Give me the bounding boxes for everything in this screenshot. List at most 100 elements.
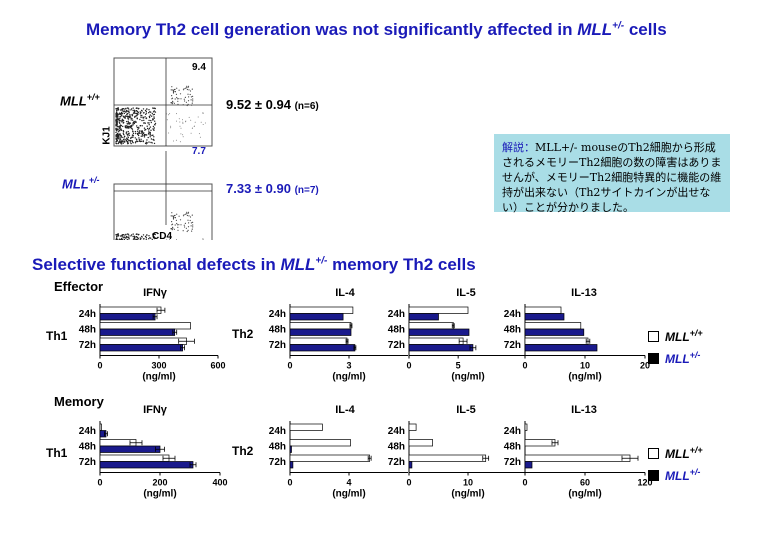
effector-label: Effector (54, 279, 104, 294)
category-label: 72h (79, 340, 96, 351)
bar-het (408, 313, 439, 321)
tick-label: 60 (580, 478, 590, 488)
tick-label: 20 (640, 361, 650, 371)
flow-dots-wt (115, 85, 206, 145)
bar-het (524, 344, 598, 352)
bar-het (289, 445, 292, 453)
bar-wt (408, 306, 469, 314)
category-label: 24h (79, 426, 96, 437)
tick-label: 0 (522, 478, 527, 488)
tick-label: 0 (97, 478, 102, 488)
legend-memory-wt: MLL+/+ (648, 445, 703, 461)
legend-het-swatch (648, 352, 659, 364)
bar-wt (408, 322, 454, 330)
bar-wt (99, 337, 187, 345)
flow-cytometry-plots (113, 57, 213, 240)
tick-label: 5 (456, 361, 461, 371)
bar-het (524, 461, 533, 469)
bar-wt (524, 337, 589, 345)
genotype-wt-label: MLL+/+ (60, 92, 100, 109)
tick-label: 120 (637, 478, 652, 488)
x-axis-label: (ng/ml) (332, 489, 365, 500)
flow-wt-percent: 9.4 (192, 62, 206, 73)
tick-label: 3 (346, 361, 351, 371)
tick-label: 0 (406, 478, 411, 488)
x-axis-label: (ng/ml) (142, 372, 175, 383)
tick-label: 600 (210, 361, 225, 371)
bar-het (99, 344, 183, 352)
memory-label: Memory (54, 394, 104, 409)
tick-label: 4 (346, 478, 351, 488)
category-label: 72h (79, 457, 96, 468)
category-label: 48h (504, 325, 521, 336)
category-label: 72h (388, 340, 405, 351)
genotype-het-label: MLL+/- (62, 175, 100, 192)
flow-plot-het (113, 183, 213, 240)
tick-label: 10 (580, 361, 590, 371)
x-axis-label: (ng/ml) (451, 372, 484, 383)
bar-het (524, 328, 585, 336)
bar-het (289, 328, 352, 336)
memory-th1-label: Th1 (46, 446, 68, 460)
x-axis-label: (ng/ml) (568, 372, 601, 383)
x-axis-label: (ng/ml) (143, 489, 176, 500)
wt-stat: 9.52 ± 0.94 (n=6) (226, 97, 319, 112)
tick-label: 0 (287, 361, 292, 371)
tick-label: 200 (152, 478, 167, 488)
category-label: 48h (269, 442, 286, 453)
bar-het (289, 461, 294, 469)
category-label: 24h (388, 426, 405, 437)
memory-th2-label: Th2 (232, 444, 254, 458)
flow-het-percent: 7.7 (192, 146, 206, 157)
bar-wt (524, 306, 562, 314)
bar-wt (408, 454, 487, 462)
category-label: 72h (269, 340, 286, 351)
legend-het: MLL+/- (648, 350, 703, 366)
het-stat: 7.33 ± 0.90 (n=7) (226, 181, 319, 196)
x-axis-label: (ng/ml) (332, 372, 365, 383)
bar-wt (408, 423, 417, 431)
flow-plot-wt (113, 57, 213, 147)
bar-wt (289, 322, 352, 330)
bar-het (99, 313, 156, 321)
bar-wt (524, 322, 582, 330)
category-label: 72h (504, 457, 521, 468)
effector-th1-label: Th1 (46, 329, 68, 343)
bar-wt (524, 423, 528, 431)
flow-dots-het (115, 211, 204, 240)
chart-title: IFNγ (143, 287, 168, 299)
bar-het (408, 328, 470, 336)
bar-wt (99, 423, 102, 431)
legend-memory-het: MLL+/- (648, 467, 703, 483)
tick-label: 0 (287, 478, 292, 488)
legend-wt-swatch (648, 330, 659, 342)
bar-wt (289, 337, 348, 345)
category-label: 48h (269, 325, 286, 336)
category-label: 48h (388, 325, 405, 336)
bar-wt (289, 306, 354, 314)
bar-wt (99, 454, 170, 462)
chart-title: IL-13 (571, 287, 597, 299)
bar-het (408, 461, 413, 469)
bar-het (99, 461, 194, 469)
bar-wt (524, 439, 556, 447)
chart-title: IL-4 (335, 404, 355, 416)
bar-wt (408, 439, 433, 447)
tick-label: 300 (151, 361, 166, 371)
legend-memory: MLL+/+ MLL+/- (648, 445, 703, 483)
bar-het (408, 344, 474, 352)
category-label: 24h (269, 309, 286, 320)
legend-wt: MLL+/+ (648, 328, 703, 344)
tick-label: 0 (522, 361, 527, 371)
chart-title: IL-5 (456, 404, 476, 416)
category-label: 48h (388, 442, 405, 453)
tick-label: 400 (212, 478, 227, 488)
category-label: 24h (388, 309, 405, 320)
tick-label: 0 (97, 361, 102, 371)
